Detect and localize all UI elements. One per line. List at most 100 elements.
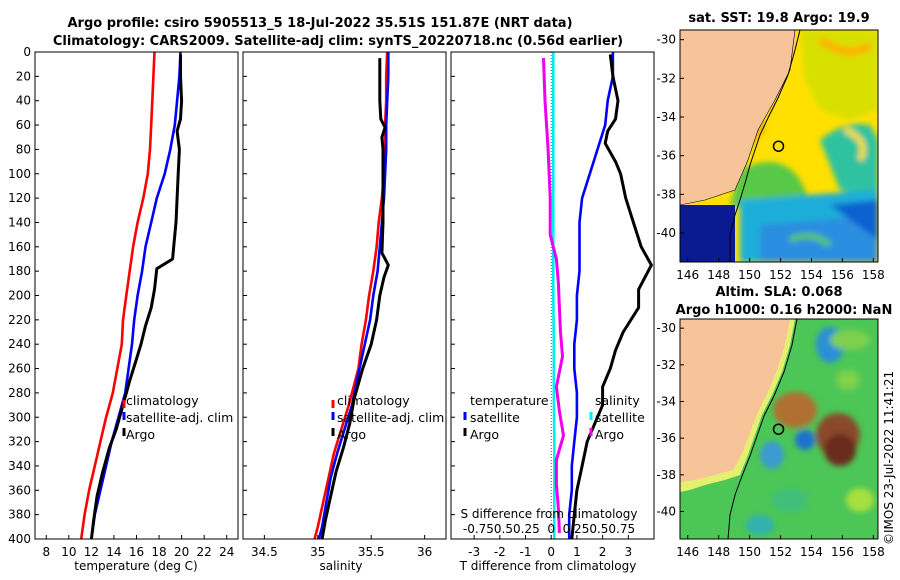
lon-tick-label: 154 bbox=[800, 545, 823, 559]
sst-land bbox=[680, 30, 795, 205]
lat-tick-label: -30 bbox=[656, 321, 676, 335]
sst-map: sat. SST: 19.8 Argo: 19.9 146 148 150 bbox=[656, 11, 884, 282]
depth-tick-label: 260 bbox=[8, 362, 31, 376]
lat-tick-label: -38 bbox=[656, 468, 676, 482]
depth-tick-label: 240 bbox=[8, 337, 31, 351]
sla-argo-marker bbox=[772, 423, 785, 435]
x-tick-label: 34.5 bbox=[251, 545, 278, 559]
lon-tick-label: 148 bbox=[707, 545, 730, 559]
lon-tick-label: 158 bbox=[862, 545, 885, 559]
sla-field-patches bbox=[746, 327, 874, 535]
salinity-legend: climatology satellite-adj. clim Argo bbox=[331, 393, 444, 442]
depth-tick-label: 20 bbox=[16, 69, 31, 83]
lon-tick-label: 154 bbox=[800, 268, 823, 282]
difference-series-t-argo bbox=[570, 54, 653, 539]
x-tick-label: 1 bbox=[573, 545, 581, 559]
x-tick-label: -2 bbox=[494, 545, 506, 559]
salinity-panel: 34.5 35 35.5 36 salinity climatology satell… bbox=[242, 51, 447, 573]
temperature-series-argo bbox=[89, 54, 184, 539]
x-tick-label: 16 bbox=[129, 545, 144, 559]
depth-tick-label: 360 bbox=[8, 483, 31, 497]
temperature-panel: 0 20 40 60 80 100 120 140 160 180 200 220 240 260 280 3… bbox=[8, 45, 239, 573]
salinity-series-argo bbox=[320, 58, 390, 539]
legend-satellite-adj-clim: satellite-adj. clim bbox=[337, 410, 444, 425]
sst-map-title: sat. SST: 19.8 Argo: 19.9 bbox=[688, 11, 869, 26]
legend-s-satellite: satellite bbox=[595, 410, 645, 425]
difference-series-s-argo bbox=[542, 58, 565, 533]
depth-tick-label: 340 bbox=[8, 459, 31, 473]
difference-panel: -3 -2 -1 0 1 2 3 T difference from climatology… bbox=[450, 51, 655, 573]
lon-tick-label: 152 bbox=[769, 268, 792, 282]
x-tick-label: 8 bbox=[42, 545, 50, 559]
depth-tick-label: 160 bbox=[8, 240, 31, 254]
depth-tick-label: 320 bbox=[8, 435, 31, 449]
legend-t-satellite: satellite bbox=[470, 410, 520, 425]
x-tick-label: 10 bbox=[61, 545, 76, 559]
sla-map-subtitle: Argo h1000: 0.16 h2000: NaN bbox=[676, 303, 893, 318]
sla-land bbox=[680, 319, 790, 482]
legend-temperature-title: temperature bbox=[470, 393, 549, 408]
difference-legend: temperature satellite Argo salinity sate… bbox=[463, 393, 645, 442]
title-line-2: Climatology: CARS2009. Satellite-adj cli… bbox=[53, 34, 623, 49]
temperature-axis-label: temperature (deg C) bbox=[74, 559, 197, 573]
imos-credit: ©IMOS 23-Jul-2022 11:41:21 bbox=[882, 371, 896, 545]
depth-tick-label: 60 bbox=[16, 118, 31, 132]
lon-tick-label: 150 bbox=[738, 268, 761, 282]
lon-tick-label: 156 bbox=[831, 545, 854, 559]
sla-isobath bbox=[727, 319, 798, 539]
depth-tick-label: 40 bbox=[16, 94, 31, 108]
lat-tick-label: -34 bbox=[656, 110, 676, 124]
x-tick-label: 12 bbox=[84, 545, 99, 559]
legend-satellite-adj-clim: satellite-adj. clim bbox=[126, 410, 233, 425]
legend-salinity-title: salinity bbox=[595, 393, 640, 408]
sst-field-patches bbox=[680, 30, 878, 262]
salinity-series-climatology bbox=[313, 52, 389, 539]
lon-tick-label: 146 bbox=[676, 545, 699, 559]
depth-tick-label: 380 bbox=[8, 508, 31, 522]
depth-tick-label: 300 bbox=[8, 410, 31, 424]
x-tick-label: 20 bbox=[174, 545, 189, 559]
lon-tick-label: 158 bbox=[862, 268, 885, 282]
sst-cold-water bbox=[680, 205, 735, 262]
depth-tick-label: 0 bbox=[23, 45, 31, 59]
x-tick-label: 24 bbox=[219, 545, 234, 559]
lat-tick-label: -40 bbox=[656, 226, 676, 240]
depth-tick-label: 140 bbox=[8, 215, 31, 229]
temperature-legend: climatology satellite-adj. clim Argo bbox=[122, 393, 233, 442]
lat-tick-label: -36 bbox=[656, 431, 676, 445]
x-tick-label: -3 bbox=[468, 545, 480, 559]
x-tick-label: -1 bbox=[520, 545, 532, 559]
sla-map-title: Altim. SLA: 0.068 bbox=[716, 285, 843, 300]
legend-t-argo: Argo bbox=[470, 427, 499, 442]
s-difference-tick-labels: -0.750.50.25 0 0.250.50.75 bbox=[463, 522, 635, 536]
sst-argo-marker bbox=[772, 140, 785, 152]
difference-series-t-satellite bbox=[567, 52, 615, 539]
x-tick-label: 18 bbox=[151, 545, 166, 559]
lat-tick-label: -40 bbox=[656, 505, 676, 519]
lat-tick-label: -34 bbox=[656, 395, 676, 409]
legend-argo: Argo bbox=[126, 427, 155, 442]
x-tick-label: 14 bbox=[106, 545, 121, 559]
salinity-series-satellite-adj-clim bbox=[317, 52, 390, 539]
temperature-series-climatology bbox=[79, 52, 156, 539]
lat-tick-label: -32 bbox=[656, 358, 676, 372]
depth-tick-label: 120 bbox=[8, 191, 31, 205]
depth-tick-label: 200 bbox=[8, 289, 31, 303]
lat-tick-label: -30 bbox=[656, 33, 676, 47]
legend-s-argo: Argo bbox=[595, 427, 624, 442]
x-tick-label: 0 bbox=[547, 545, 555, 559]
depth-tick-label: 180 bbox=[8, 264, 31, 278]
lon-tick-label: 146 bbox=[676, 268, 699, 282]
sla-map: Altim. SLA: 0.068 Argo h1000: 0.16 h2000… bbox=[656, 285, 892, 559]
depth-tick-label: 280 bbox=[8, 386, 31, 400]
lon-tick-label: 150 bbox=[738, 545, 761, 559]
lat-tick-label: -38 bbox=[656, 187, 676, 201]
salinity-axis-label: salinity bbox=[319, 559, 362, 573]
legend-argo: Argo bbox=[337, 427, 366, 442]
lat-tick-label: -32 bbox=[656, 71, 676, 85]
lat-tick-label: -36 bbox=[656, 149, 676, 163]
x-tick-label: 3 bbox=[624, 545, 632, 559]
lon-tick-label: 152 bbox=[769, 545, 792, 559]
t-difference-axis-label: T difference from climatology bbox=[459, 559, 637, 573]
